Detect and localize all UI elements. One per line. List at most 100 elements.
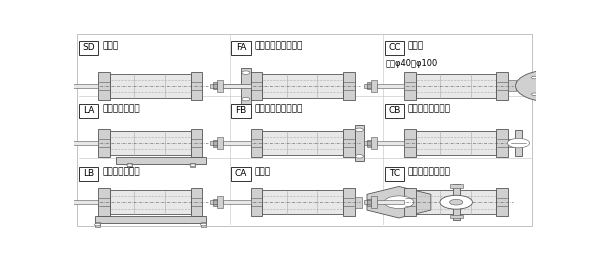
Circle shape bbox=[516, 70, 592, 102]
Circle shape bbox=[355, 128, 364, 132]
Circle shape bbox=[127, 164, 133, 166]
Bar bbox=[71, 141, 99, 145]
Bar bbox=[65, 196, 71, 208]
Bar bbox=[496, 72, 508, 100]
Text: FB: FB bbox=[235, 106, 246, 115]
Circle shape bbox=[384, 196, 414, 209]
Bar bbox=[250, 72, 262, 100]
Bar bbox=[110, 131, 191, 155]
Bar bbox=[217, 137, 223, 149]
Bar bbox=[211, 200, 213, 205]
Bar bbox=[231, 104, 250, 118]
Circle shape bbox=[201, 223, 206, 226]
Bar bbox=[223, 141, 250, 145]
Bar bbox=[58, 84, 61, 88]
Text: CA: CA bbox=[234, 169, 247, 178]
Bar bbox=[110, 190, 191, 214]
Polygon shape bbox=[367, 186, 431, 218]
Bar bbox=[211, 84, 213, 88]
Text: FA: FA bbox=[236, 43, 246, 52]
Circle shape bbox=[531, 76, 537, 79]
Bar bbox=[371, 80, 377, 92]
Bar bbox=[416, 131, 496, 155]
Circle shape bbox=[95, 223, 101, 226]
Bar bbox=[99, 72, 110, 100]
Bar bbox=[367, 140, 371, 146]
Bar bbox=[371, 137, 377, 149]
Text: SD: SD bbox=[82, 43, 95, 52]
Circle shape bbox=[508, 138, 530, 148]
Bar bbox=[371, 196, 377, 208]
Bar bbox=[377, 200, 404, 204]
Circle shape bbox=[242, 71, 250, 74]
Text: ヘッド側フランジ形: ヘッド側フランジ形 bbox=[254, 104, 303, 114]
Text: クレビス形ピン付: クレビス形ピン付 bbox=[408, 104, 451, 114]
Bar bbox=[191, 72, 202, 100]
Bar bbox=[416, 190, 496, 214]
Bar bbox=[355, 125, 364, 161]
Bar bbox=[99, 188, 110, 216]
Bar bbox=[223, 84, 250, 88]
Bar bbox=[217, 196, 223, 208]
Text: 中間トラニオン形: 中間トラニオン形 bbox=[408, 168, 451, 177]
Bar bbox=[71, 84, 99, 88]
Bar bbox=[213, 82, 217, 89]
Bar bbox=[61, 199, 65, 206]
Bar bbox=[508, 139, 515, 147]
Bar bbox=[250, 129, 262, 157]
Text: 基本形: 基本形 bbox=[102, 41, 118, 50]
Bar bbox=[496, 129, 508, 157]
Bar bbox=[262, 74, 343, 98]
Bar bbox=[364, 84, 367, 88]
Text: 軸直角フート形: 軸直角フート形 bbox=[102, 104, 140, 114]
Bar bbox=[404, 129, 416, 157]
Bar bbox=[241, 68, 250, 104]
Bar bbox=[262, 190, 343, 214]
Bar bbox=[508, 80, 516, 91]
Bar bbox=[453, 184, 459, 220]
Bar bbox=[377, 84, 404, 88]
Bar bbox=[343, 72, 355, 100]
Bar bbox=[450, 184, 463, 188]
Bar bbox=[116, 157, 206, 164]
Text: TC: TC bbox=[389, 169, 400, 178]
Bar bbox=[450, 215, 463, 218]
Bar bbox=[61, 82, 65, 89]
Text: 内径φ40～φ100: 内径φ40～φ100 bbox=[386, 59, 438, 68]
Bar bbox=[65, 80, 71, 92]
Bar bbox=[355, 197, 362, 208]
Text: アイ形: アイ形 bbox=[254, 168, 270, 177]
Bar bbox=[191, 129, 202, 157]
Bar bbox=[262, 131, 343, 155]
Bar bbox=[213, 199, 217, 206]
Bar bbox=[404, 188, 416, 216]
Text: LA: LA bbox=[83, 106, 95, 115]
Bar bbox=[377, 141, 404, 145]
Bar bbox=[217, 80, 223, 92]
Bar bbox=[110, 74, 191, 98]
Bar bbox=[58, 141, 61, 145]
Bar bbox=[515, 131, 522, 156]
Text: LB: LB bbox=[83, 169, 94, 178]
Text: ロッド側フランジ形: ロッド側フランジ形 bbox=[254, 41, 303, 50]
Bar bbox=[223, 200, 250, 204]
Bar bbox=[364, 141, 367, 145]
Bar bbox=[343, 129, 355, 157]
Bar bbox=[364, 200, 367, 205]
Circle shape bbox=[538, 79, 570, 93]
Circle shape bbox=[190, 164, 196, 166]
Bar bbox=[404, 72, 416, 100]
Bar bbox=[223, 84, 250, 88]
Bar bbox=[61, 140, 65, 146]
Bar bbox=[385, 104, 404, 118]
Bar bbox=[190, 163, 196, 167]
Circle shape bbox=[450, 199, 463, 205]
Bar bbox=[191, 188, 202, 216]
Text: アイ形: アイ形 bbox=[408, 41, 424, 50]
Bar bbox=[213, 140, 217, 146]
Text: 軸方向フート形: 軸方向フート形 bbox=[102, 168, 140, 177]
Bar bbox=[79, 167, 98, 181]
Circle shape bbox=[571, 76, 577, 79]
Circle shape bbox=[355, 155, 364, 158]
Circle shape bbox=[242, 98, 250, 101]
